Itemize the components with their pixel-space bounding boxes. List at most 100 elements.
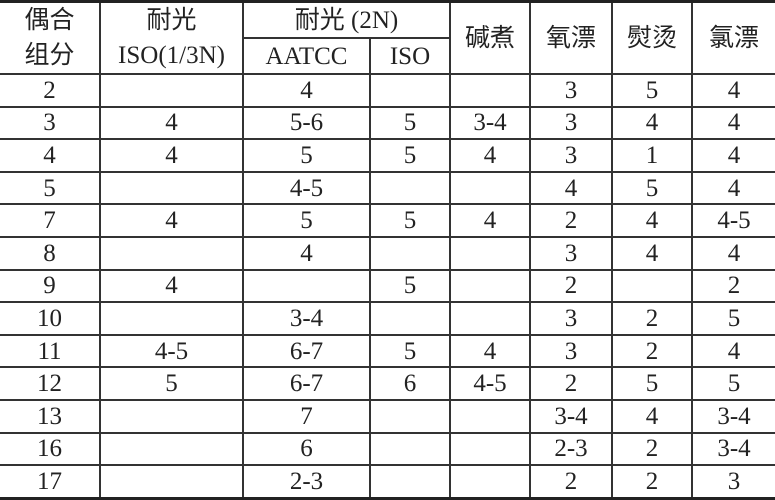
cell-light-2n-iso <box>369 235 450 270</box>
cell-ironing: 5 <box>611 170 692 205</box>
cell-component: 3 <box>0 105 100 140</box>
header-light-iso-sub: ISO(1/3N) <box>99 38 243 75</box>
cell-chlorine-bleach: 4 <box>691 235 775 270</box>
cell-light-iso: 4 <box>99 105 243 140</box>
cell-light-2n-aatcc: 4-5 <box>242 170 370 205</box>
cell-oxygen-bleach: 3 <box>529 138 612 172</box>
cell-alkali-boil <box>449 73 530 107</box>
cell-light-2n-iso: 5 <box>369 333 450 368</box>
cell-chlorine-bleach: 4 <box>691 170 775 205</box>
cell-ironing: 4 <box>611 105 692 140</box>
table-row: 10 3-4 3 2 5 <box>0 301 775 335</box>
cell-light-2n-aatcc: 5 <box>242 138 370 172</box>
cell-chlorine-bleach: 4 <box>691 333 775 368</box>
cell-light-2n-iso: 5 <box>369 268 450 303</box>
cell-oxygen-bleach: 3 <box>529 301 612 335</box>
cell-light-iso <box>99 398 243 433</box>
table-row: 7 4 5 5 4 2 4 4-5 <box>0 203 775 237</box>
header-component-line1: 偶合 <box>24 7 75 34</box>
cell-alkali-boil <box>449 398 530 433</box>
cell-light-2n-iso <box>369 464 450 499</box>
cell-component: 8 <box>0 235 100 270</box>
cell-light-iso <box>99 73 243 107</box>
cell-light-2n-iso: 6 <box>369 366 450 400</box>
cell-alkali-boil: 4 <box>449 203 530 237</box>
header-oxygen-bleach: 氧漂 <box>529 1 612 75</box>
cell-ironing: 2 <box>611 333 692 368</box>
cell-oxygen-bleach: 2 <box>529 464 612 499</box>
cell-light-2n-aatcc: 4 <box>242 235 370 270</box>
cell-light-iso: 4-5 <box>99 333 243 368</box>
cell-light-2n-aatcc: 7 <box>242 398 370 433</box>
cell-light-iso: 4 <box>99 203 243 237</box>
cell-light-2n-aatcc: 2-3 <box>242 464 370 499</box>
cell-chlorine-bleach: 5 <box>691 301 775 335</box>
cell-component: 5 <box>0 170 100 205</box>
cell-light-2n-iso <box>369 398 450 433</box>
table-row: 17 2-3 2 2 3 <box>0 464 775 499</box>
cell-light-2n-aatcc: 6-7 <box>242 333 370 368</box>
cell-light-2n-aatcc: 5 <box>242 203 370 237</box>
cell-chlorine-bleach: 4 <box>691 105 775 140</box>
cell-chlorine-bleach: 5 <box>691 366 775 400</box>
cell-ironing: 2 <box>611 431 692 466</box>
cell-light-2n-aatcc: 4 <box>242 73 370 107</box>
cell-component: 17 <box>0 464 100 499</box>
cell-alkali-boil <box>449 235 530 270</box>
cell-light-2n-aatcc <box>242 268 370 303</box>
cell-alkali-boil <box>449 268 530 303</box>
cell-light-2n-iso <box>369 73 450 107</box>
cell-component: 16 <box>0 431 100 466</box>
cell-oxygen-bleach: 3 <box>529 235 612 270</box>
cell-light-iso <box>99 301 243 335</box>
cell-oxygen-bleach: 3 <box>529 333 612 368</box>
cell-ironing: 5 <box>611 73 692 107</box>
cell-component: 13 <box>0 398 100 433</box>
cell-light-2n-iso <box>369 431 450 466</box>
cell-component: 7 <box>0 203 100 237</box>
cell-light-2n-iso <box>369 301 450 335</box>
cell-light-2n-iso <box>369 170 450 205</box>
table-row: 16 6 2-3 2 3-4 <box>0 431 775 466</box>
header-light-2n-aatcc: AATCC <box>242 38 370 75</box>
cell-component: 4 <box>0 138 100 172</box>
cell-chlorine-bleach: 4 <box>691 73 775 107</box>
cell-alkali-boil: 4-5 <box>449 366 530 400</box>
cell-component: 12 <box>0 366 100 400</box>
cell-light-iso <box>99 464 243 499</box>
cell-light-iso: 5 <box>99 366 243 400</box>
table-body: 2 4 3 5 4 3 4 5-6 5 3-4 3 4 4 4 4 5 5 4 3 1 4 5 4-5 4 5 4 7 4 5 5 4 2 4 4… <box>0 73 775 499</box>
cell-chlorine-bleach: 3-4 <box>691 431 775 466</box>
cell-light-iso <box>99 235 243 270</box>
cell-component: 9 <box>0 268 100 303</box>
cell-alkali-boil <box>449 301 530 335</box>
cell-ironing: 4 <box>611 235 692 270</box>
cell-light-2n-iso: 5 <box>369 105 450 140</box>
table-row: 11 4-5 6-7 5 4 3 2 4 <box>0 333 775 368</box>
cell-light-iso <box>99 431 243 466</box>
cell-alkali-boil: 3-4 <box>449 105 530 140</box>
cell-light-iso: 4 <box>99 138 243 172</box>
cell-component: 10 <box>0 301 100 335</box>
cell-light-2n-aatcc: 6 <box>242 431 370 466</box>
table-row: 13 7 3-4 4 3-4 <box>0 398 775 433</box>
cell-light-2n-aatcc: 6-7 <box>242 366 370 400</box>
cell-oxygen-bleach: 3-4 <box>529 398 612 433</box>
cell-light-2n-aatcc: 3-4 <box>242 301 370 335</box>
cell-oxygen-bleach: 2 <box>529 268 612 303</box>
cell-oxygen-bleach: 2 <box>529 366 612 400</box>
header-chlorine-bleach: 氯漂 <box>691 1 775 75</box>
cell-ironing: 5 <box>611 366 692 400</box>
cell-alkali-boil <box>449 431 530 466</box>
cell-oxygen-bleach: 3 <box>529 73 612 107</box>
cell-light-iso: 4 <box>99 268 243 303</box>
table-row: 12 5 6-7 6 4-5 2 5 5 <box>0 366 775 400</box>
table-row: 5 4-5 4 5 4 <box>0 170 775 205</box>
cell-alkali-boil: 4 <box>449 138 530 172</box>
cell-ironing: 2 <box>611 301 692 335</box>
cell-oxygen-bleach: 2-3 <box>529 431 612 466</box>
